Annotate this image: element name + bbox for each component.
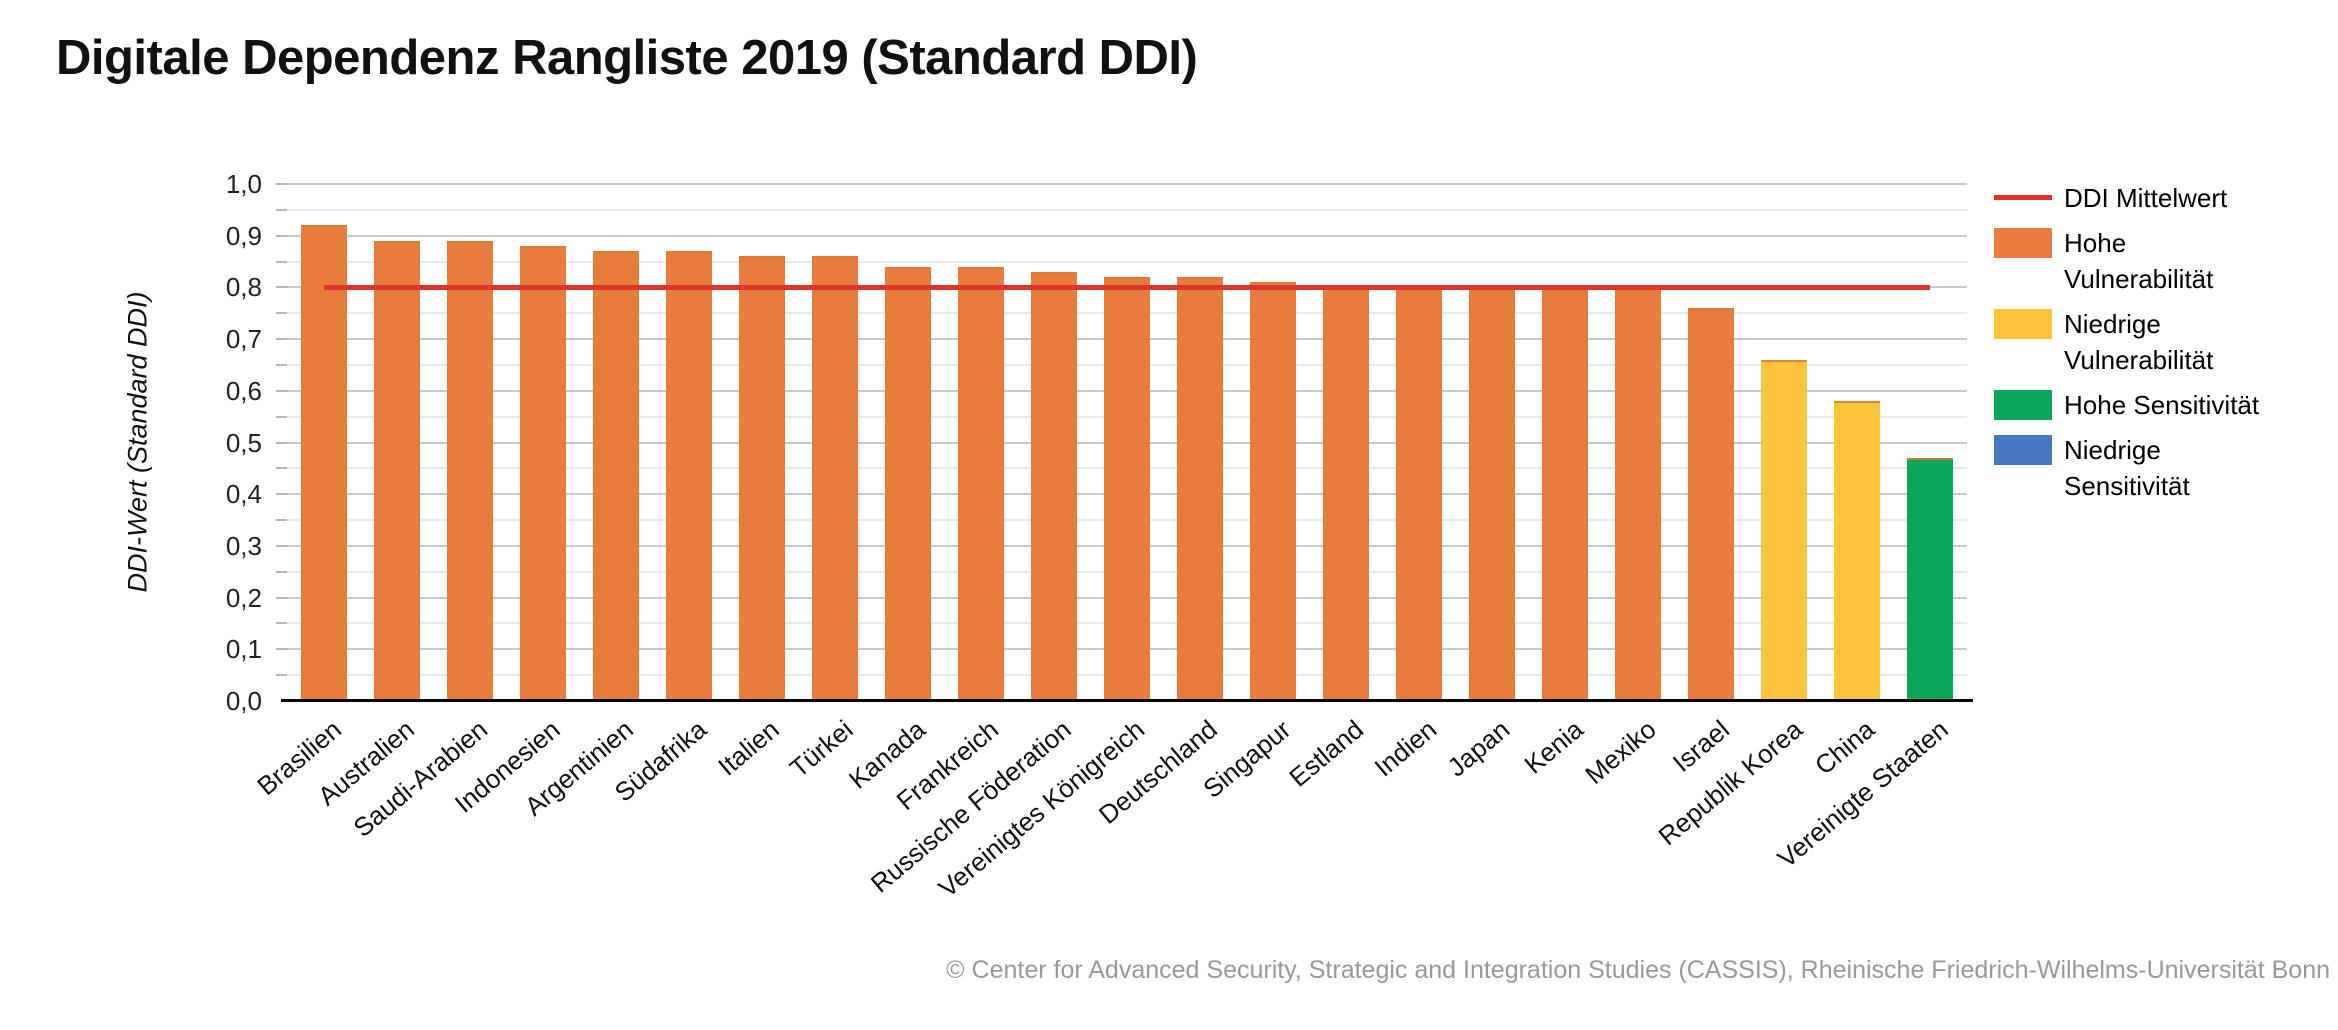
axis-tick-0.3 — [276, 544, 287, 547]
y-tick-label-1,0: 1,0 — [225, 169, 262, 199]
bar-t-rkei — [811, 256, 858, 701]
y-tick-label-0,8: 0,8 — [225, 272, 262, 303]
y-tick-label-0,0: 0,0 — [225, 686, 262, 716]
y-tick-label-0,5: 0,5 — [225, 427, 262, 458]
x-axis-line — [281, 699, 1973, 702]
bar-indonesien — [519, 246, 566, 701]
bar-argentinien — [592, 251, 639, 701]
legend-swatch-hohe-sensitivit-t — [1994, 390, 2052, 420]
legend-swatch-niedrige-vulnerabilit-t — [1994, 309, 2052, 339]
legend-item-hohe-sensitivit-t: Hohe Sensitivität — [1994, 387, 2338, 423]
legend-item-niedrige-vulnerabilit-t: Niedrige Vulnerabilität — [1994, 306, 2338, 378]
axis-tick-0.65 — [276, 363, 287, 366]
bar-indien — [1396, 287, 1443, 701]
bar-brasilien — [300, 225, 347, 701]
y-tick-label-0,9: 0,9 — [225, 220, 262, 251]
y-tick-label-0,4: 0,4 — [225, 479, 262, 510]
y-tick-label-0,7: 0,7 — [225, 324, 262, 355]
x-axis-label-text: Japan — [1441, 714, 1516, 783]
axis-tick-0.7 — [276, 338, 287, 341]
x-axis-label-text: Mexiko — [1579, 714, 1662, 790]
mean-reference-line — [323, 285, 1931, 291]
axis-tick-0.8 — [276, 286, 287, 289]
legend-label-ddi-mittelwert: DDI Mittelwert — [2064, 180, 2227, 216]
legend-label-line: Vulnerabilität — [2064, 345, 2214, 375]
axis-tick-0.55 — [276, 415, 287, 418]
axis-tick-0.15 — [276, 622, 287, 625]
bar-singapur — [1250, 282, 1297, 701]
bar-frankreich — [957, 266, 1004, 701]
bar-vereinigte-staaten — [1907, 458, 1954, 701]
y-tick-label-0,6: 0,6 — [225, 375, 262, 406]
gridline-0.95 — [287, 208, 1967, 211]
bar-saudi-arabien — [446, 240, 493, 701]
y-tick-label-0,2: 0,2 — [225, 582, 262, 613]
axis-tick-0.6 — [276, 389, 287, 392]
bar-japan — [1469, 287, 1516, 701]
axis-tick-1 — [276, 183, 287, 185]
gridline-0.9 — [287, 234, 1967, 237]
legend-label-line: Niedrige — [2064, 435, 2161, 465]
bar-russische-f-deration — [1030, 271, 1077, 701]
legend-label-niedrige-sensitivit-t: Niedrige Sensitivität — [2064, 432, 2190, 504]
legend: DDI Mittelwert Hohe Vulnerabilität Niedrige… — [1994, 180, 2338, 504]
y-tick-label-0,1: 0,1 — [225, 634, 262, 665]
legend-label-line: Niedrige — [2064, 309, 2161, 339]
bar-italien — [738, 256, 785, 701]
axis-tick-0.75 — [276, 312, 287, 315]
plot-area — [276, 183, 1973, 702]
axis-tick-0.35 — [276, 519, 287, 522]
bar-vereinigtes-k-nigreich — [1104, 277, 1150, 701]
legend-label-line: Sensitivität — [2064, 471, 2190, 501]
bar-mexiko — [1615, 287, 1662, 701]
legend-item-hohe-vulnerabilit-t: Hohe Vulnerabilität — [1994, 225, 2338, 297]
bar-republik-korea — [1761, 359, 1808, 701]
copyright-note: © Center for Advanced Security, Strategi… — [946, 956, 2330, 984]
bar-deutschland — [1177, 277, 1224, 701]
axis-tick-0.2 — [276, 596, 287, 599]
x-axis-label-text: Kenia — [1518, 714, 1589, 780]
axis-tick-0.45 — [276, 467, 287, 470]
bar-israel — [1688, 308, 1735, 701]
chart-title: Digitale Dependenz Rangliste 2019 (Stand… — [56, 31, 1198, 85]
legend-label-hohe-vulnerabilit-t: Hohe Vulnerabilität — [2064, 225, 2213, 297]
axis-tick-0.05 — [276, 674, 287, 677]
bar-s-dafrika — [665, 251, 712, 701]
bar-china — [1834, 401, 1881, 701]
legend-swatch-niedrige-sensitivit-t — [1994, 435, 2052, 465]
axis-tick-0.1 — [276, 648, 287, 651]
legend-label-niedrige-vulnerabilit-t: Niedrige Vulnerabilität — [2064, 306, 2213, 378]
axis-tick-0.85 — [276, 260, 287, 263]
axis-tick-0.4 — [276, 493, 287, 496]
legend-item-ddi-mittelwert: DDI Mittelwert — [1994, 180, 2338, 216]
bar-estland — [1323, 287, 1370, 701]
legend-label-hohe-sensitivit-t: Hohe Sensitivität — [2064, 387, 2259, 423]
legend-label-line: Hohe — [2064, 228, 2127, 258]
gridline-1 — [287, 183, 1967, 185]
legend-item-niedrige-sensitivit-t: Niedrige Sensitivität — [1994, 432, 2338, 504]
legend-label-line: Vulnerabilität — [2064, 264, 2214, 294]
legend-label-line: DDI Mittelwert — [2064, 183, 2228, 213]
x-axis-label-text: Italien — [712, 714, 786, 782]
axis-tick-0.5 — [276, 441, 287, 444]
x-axis-label-text: Indien — [1368, 714, 1443, 783]
bar-kenia — [1542, 287, 1589, 701]
axis-tick-0.9 — [276, 234, 287, 237]
bar-kanada — [884, 266, 931, 701]
legend-swatch-ddi-mittelwert — [1994, 195, 2052, 200]
y-tick-label-0,3: 0,3 — [225, 530, 262, 561]
axis-tick-0.25 — [276, 570, 287, 573]
gridline-0.85 — [287, 260, 1967, 263]
axis-tick-0.95 — [276, 208, 287, 211]
x-axis-label-text: Estland — [1283, 714, 1370, 793]
legend-swatch-hohe-vulnerabilit-t — [1994, 228, 2052, 258]
bar-australien — [373, 240, 420, 701]
legend-label-line: Hohe Sensitivität — [2064, 390, 2260, 420]
